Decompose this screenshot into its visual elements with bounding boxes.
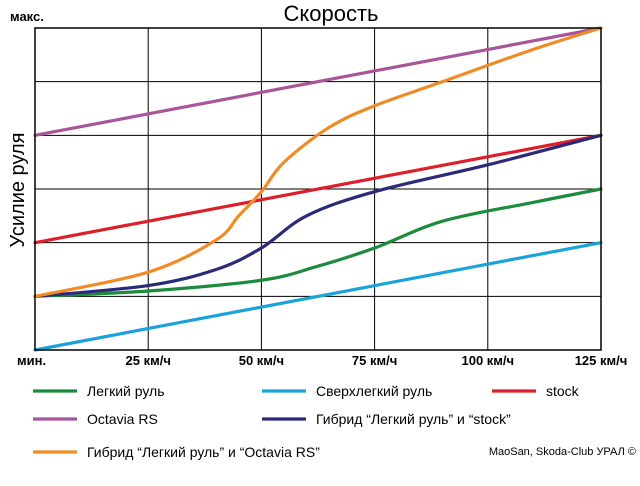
x-tick-label: 125 км/ч bbox=[575, 353, 628, 368]
chart-title: Скорость bbox=[283, 1, 378, 26]
series-line-6 bbox=[33, 26, 603, 298]
series-line-4 bbox=[33, 26, 603, 137]
series-line-1 bbox=[33, 187, 603, 298]
series-line-5 bbox=[33, 133, 603, 298]
legend-label: Легкий руль bbox=[87, 383, 165, 399]
axis-labels: Скорость макс. мин. Усилие руля bbox=[7, 1, 379, 368]
x-tick-labels: 25 км/ч 50 км/ч 75 км/ч 100 км/ч 125 км/ч bbox=[126, 353, 628, 368]
legend-label: stock bbox=[546, 383, 580, 399]
x-tick-label: 50 км/ч bbox=[239, 353, 284, 368]
legend-label: Сверхлегкий руль bbox=[316, 383, 432, 399]
x-tick-label: 75 км/ч bbox=[352, 353, 397, 368]
x-start-label: мин. bbox=[17, 353, 46, 368]
y-axis-label: Усилие руля bbox=[7, 132, 29, 247]
series-line-2 bbox=[33, 241, 603, 352]
legend: Легкий руль Сверхлегкий руль stock Octavia … bbox=[33, 383, 580, 460]
legend-label: Гибрид “Легкий руль” и “stock” bbox=[316, 411, 511, 427]
x-tick-label: 25 км/ч bbox=[126, 353, 171, 368]
legend-label: Гибрид “Легкий руль” и “Octavia RS” bbox=[87, 444, 320, 460]
x-tick-label: 100 км/ч bbox=[462, 353, 515, 368]
series-lines bbox=[33, 26, 603, 352]
credit-text: MaoSan, Skoda-Club УРАЛ © bbox=[489, 446, 636, 458]
legend-label: Octavia RS bbox=[87, 411, 158, 427]
y-top-label: макс. bbox=[10, 9, 44, 24]
series-line-3 bbox=[33, 133, 603, 245]
plot-frame bbox=[34, 27, 602, 351]
